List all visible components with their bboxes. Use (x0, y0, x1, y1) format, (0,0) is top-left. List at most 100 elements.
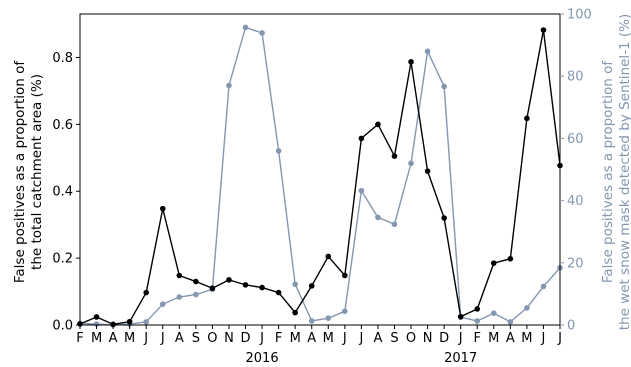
series-left-point (210, 285, 216, 291)
y-right-axis: 0 20 40 60 80 100 (560, 8, 592, 334)
series-right (77, 25, 563, 328)
x-tick-label: A (175, 331, 184, 346)
x-tick-label: A (373, 331, 382, 346)
y-right-tick-label: 40 (567, 194, 584, 209)
y-left-tick-label: 0.2 (52, 252, 73, 267)
y-right-tick-label: 20 (567, 256, 584, 271)
series-left-point (276, 290, 282, 296)
series-right-point (359, 188, 365, 194)
x-tick-label: J (458, 331, 463, 346)
series-left-point (359, 136, 365, 142)
series-left-point (541, 27, 547, 33)
series-left-point (127, 319, 133, 325)
x-tick-label: D (439, 331, 449, 346)
series-left-point (143, 290, 149, 296)
series-right-point (309, 318, 315, 324)
series-left-point (458, 314, 464, 320)
y-right-tick-label: 80 (567, 70, 584, 85)
series-left-point (491, 260, 497, 266)
series-left-point (193, 279, 199, 285)
x-tick-label: F (473, 331, 480, 346)
series-right-point (143, 319, 149, 325)
series-left-point (94, 314, 100, 320)
x-tick-label: M (323, 331, 334, 346)
series-layer (77, 25, 563, 328)
x-tick-label: D (241, 331, 251, 346)
x-tick-label: M (290, 331, 301, 346)
x-tick-label: A (109, 331, 118, 346)
x-tick-label: O (207, 331, 217, 346)
series-left-point (524, 116, 530, 122)
series-right-point (160, 301, 166, 307)
y-left-title-line1: False positives as a proportion of (12, 60, 28, 283)
series-right-point (425, 49, 431, 55)
series-left-point (259, 285, 265, 291)
y-left-tick-label: 0.0 (52, 319, 73, 334)
y-right-tick-label: 100 (567, 8, 592, 23)
x-tick-label: S (192, 331, 200, 346)
x-tick-label: N (224, 331, 234, 346)
y-left-tick-label: 0.4 (52, 185, 73, 200)
series-right-point (177, 294, 183, 300)
x-tick-label: F (275, 331, 282, 346)
series-left-point (441, 215, 447, 221)
y-left-axis: 0.0 0.2 0.4 0.6 0.8 (52, 51, 80, 334)
series-right-point (259, 30, 265, 36)
y-left-title-line2: the total catchment area (%) (29, 74, 45, 270)
series-right-point (243, 25, 249, 31)
x-year-label: 2016 (246, 351, 279, 366)
series-right-point (276, 148, 282, 154)
series-right-point (508, 319, 514, 325)
series-left-line (80, 30, 560, 324)
series-left-point (160, 206, 166, 212)
series-right-point (226, 83, 232, 89)
series-left-point (177, 273, 183, 279)
series-right-point (408, 160, 414, 166)
series-right-point (375, 215, 381, 221)
y-right-title-line1: False positives as a proportion of (600, 60, 616, 283)
series-left-point (226, 277, 232, 283)
y-left-tick-label: 0.6 (52, 118, 73, 133)
x-tick-label: N (423, 331, 433, 346)
x-year-label: 2017 (444, 351, 477, 366)
series-right-point (193, 292, 199, 298)
series-right-point (524, 305, 530, 311)
series-left-point (342, 273, 348, 279)
series-left (77, 27, 563, 327)
series-left-point (392, 153, 398, 159)
series-left-point (375, 122, 381, 128)
x-tick-label: F (76, 331, 83, 346)
x-tick-label: M (124, 331, 135, 346)
series-left-point (508, 256, 514, 262)
series-left-point (474, 306, 480, 312)
x-tick-label: J (541, 331, 546, 346)
series-left-point (309, 283, 315, 289)
x-tick-label: J (557, 331, 562, 346)
x-tick-label: M (91, 331, 102, 346)
series-right-point (541, 284, 547, 290)
x-tick-label: J (358, 331, 363, 346)
series-right-point (474, 318, 480, 324)
x-tick-label: J (160, 331, 165, 346)
y-left-tick-label: 0.8 (52, 51, 73, 66)
x-tick-label: A (307, 331, 316, 346)
x-tick-label: J (143, 331, 148, 346)
x-tick-label: S (390, 331, 398, 346)
series-left-point (408, 59, 414, 65)
series-left-point (292, 310, 298, 316)
series-right-point (491, 310, 497, 316)
series-right-point (392, 221, 398, 227)
y-right-tick-label: 0 (567, 319, 575, 334)
series-right-point (325, 315, 331, 321)
y-right-tick-label: 60 (567, 132, 584, 147)
series-right-point (292, 281, 298, 287)
x-tick-label: J (259, 331, 264, 346)
series-left-point (325, 254, 331, 260)
x-tick-label: O (406, 331, 416, 346)
series-right-point (441, 84, 447, 90)
series-right-point (342, 309, 348, 315)
y-right-title-line2: the wet snow mask detected by Sentinel-1… (617, 14, 631, 331)
series-left-point (243, 282, 249, 288)
